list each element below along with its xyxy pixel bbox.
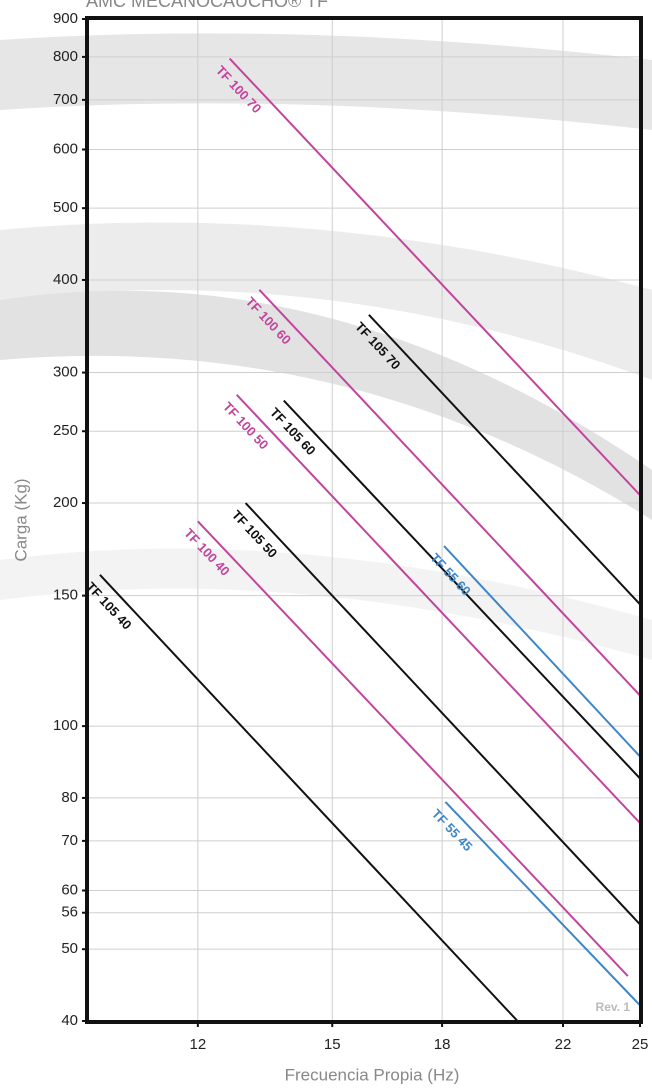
y-tick-label: 300 (53, 364, 78, 381)
y-tick-label: 200 (53, 494, 78, 511)
x-tick-label: 18 (434, 1036, 451, 1053)
x-tick-label: 12 (189, 1036, 206, 1053)
line-label: TF 100 50 (220, 399, 272, 452)
background-swoosh (0, 33, 652, 660)
y-tick-label: 500 (53, 199, 78, 216)
y-tick-label: 700 (53, 91, 78, 108)
y-tick-label: 250 (53, 422, 78, 439)
chart: AMC MECANOCAUCHO® TF Carga (Kg) Frecuenc… (0, 0, 652, 1091)
y-tick-label: 400 (53, 271, 78, 288)
y-tick-label: 150 (53, 587, 78, 604)
x-tick-label: 25 (632, 1036, 649, 1053)
y-tick-label: 600 (53, 140, 78, 157)
y-tick-label: 900 (53, 10, 78, 27)
line-label: TF 55 45 (429, 806, 476, 854)
revision-note: Rev. 1 (596, 1000, 631, 1014)
y-tick-label: 80 (61, 789, 78, 806)
y-tick-label: 50 (61, 940, 78, 957)
plot-frame (87, 18, 641, 1022)
y-tick-label: 60 (61, 881, 78, 898)
y-tick-label: 70 (61, 832, 78, 849)
chart-title: AMC MECANOCAUCHO® TF (86, 0, 328, 11)
x-axis-label: Frecuencia Propia (Hz) (285, 1065, 460, 1084)
y-tick-label: 100 (53, 717, 78, 734)
y-axis-label: Carga (Kg) (11, 478, 30, 561)
x-tick-label: 15 (324, 1036, 341, 1053)
y-tick-label: 40 (61, 1012, 78, 1029)
y-tick-label: 800 (53, 48, 78, 65)
x-tick-label: 22 (555, 1036, 572, 1053)
y-tick-label: 56 (61, 904, 78, 921)
page: {"chart_data": {"type": "line", "title":… (0, 0, 652, 1091)
series-line (444, 546, 640, 756)
